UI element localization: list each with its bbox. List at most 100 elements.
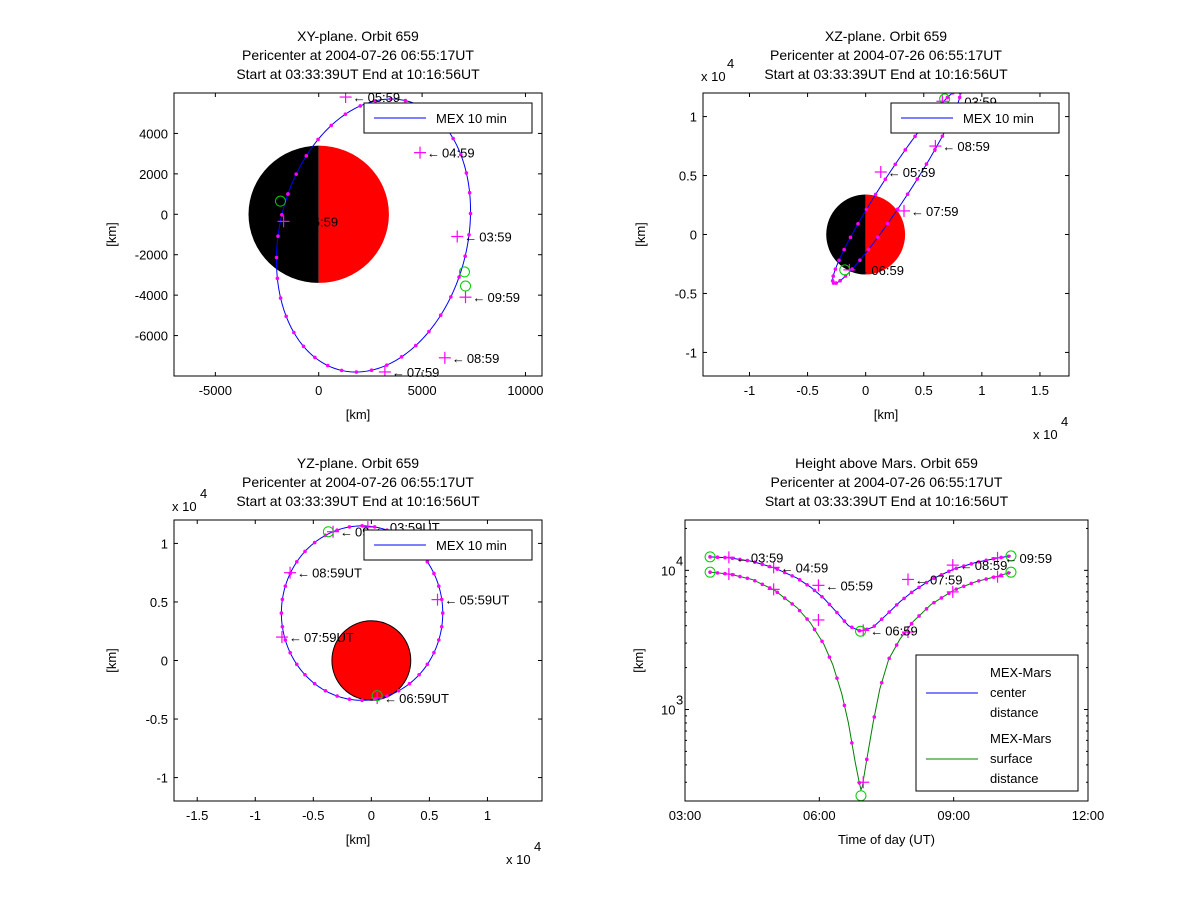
hour-mark (857, 624, 870, 637)
chart-title: Start at 03:33:39UT End at 10:16:56UT (764, 66, 1008, 82)
x-tick-label: 5000 (408, 383, 437, 398)
series-sample-dot (715, 571, 720, 575)
orbit-sample-dot (316, 137, 320, 142)
plot-area (704, 550, 1017, 801)
series-sample-dot (745, 558, 750, 563)
orbit-sample-dot (413, 343, 418, 348)
legend-label: distance (990, 705, 1038, 720)
orbit-sample-dot (329, 123, 334, 128)
y-tick-power: 3 (676, 692, 683, 707)
orbit-sample-dot (903, 148, 908, 152)
orbit-sample-dot (280, 597, 285, 602)
y-exponent: x 10 (701, 69, 726, 84)
orbit-sample-dot (463, 254, 467, 259)
orbit-sample-dot (335, 694, 339, 698)
orbit-sample-dot (895, 207, 900, 212)
legend: MEX 10 min (890, 102, 1060, 134)
orbit-sample-dot (276, 234, 280, 238)
hour-label: 03:59 (479, 230, 512, 245)
orbit-sample-dot (279, 611, 284, 615)
orbit-sample-dot (312, 681, 317, 686)
series-sample-dot (812, 588, 817, 593)
x-tick-label: 0.5 (915, 383, 933, 398)
chart-title: Pericenter at 2004-07-26 06:55:17UT (771, 474, 1003, 490)
legend-label: MEX 10 min (436, 538, 507, 553)
y-tick-label: 0 (161, 654, 168, 669)
x-tick-label: -1 (744, 383, 756, 398)
hour-arrow: ← (960, 558, 973, 573)
orbit-sample-dot (866, 247, 871, 252)
hour-mark (991, 551, 1004, 564)
hour-label: 06:59UT (399, 691, 449, 706)
hour-label: 09:59 (488, 290, 521, 305)
series-sample-dot (797, 608, 802, 613)
series-sample-dot (902, 596, 906, 601)
series-sample-dot (805, 582, 809, 587)
orbit-sample-dot (439, 624, 444, 629)
chart-title: XZ-plane. Orbit 659 (825, 28, 947, 44)
hour-arrow: ← (888, 165, 901, 180)
legend-label: center (990, 685, 1027, 700)
panel-height: Height above Mars. Orbit 659 Pericenter a… (631, 455, 1104, 847)
event-marker (855, 790, 867, 801)
y-tick-label: 4000 (139, 126, 168, 141)
hour-arrow: ← (1005, 551, 1018, 566)
hour-label: 07:59 (926, 204, 959, 219)
chart-title: Pericenter at 2004-07-26 06:55:17UT (242, 47, 474, 63)
hour-label: 05:59 (840, 578, 873, 593)
series-sample-dot (782, 596, 787, 600)
x-tick-label: 10000 (507, 383, 543, 398)
orbit-sample-dot (432, 571, 436, 576)
orbit-sample-dot (347, 697, 352, 702)
x-tick-label: -1 (249, 808, 261, 823)
y-tick-label: -1 (685, 345, 697, 360)
legend-label: MEX 10 min (436, 111, 507, 126)
hour-label: 08:59 (975, 558, 1008, 573)
orbit-sample-dot (373, 99, 378, 103)
chart-title: Pericenter at 2004-07-26 06:55:17UT (770, 47, 1002, 63)
series-sample-dot (827, 602, 832, 607)
orbit-sample-dot (335, 528, 339, 532)
hour-mark (284, 566, 297, 579)
series-sample-dot (924, 580, 929, 585)
orbit-sample-dot (360, 698, 364, 703)
hour-mark (438, 351, 451, 364)
orbit-sample-dot (280, 213, 284, 217)
orbit-sample-dot (388, 97, 393, 101)
x-exponent: x 10 (506, 852, 531, 867)
y-tick-label: -2000 (135, 248, 168, 263)
orbit-sample-dot (275, 276, 280, 281)
hour-arrow: ← (856, 263, 869, 278)
hour-label: 06:59 (885, 623, 918, 638)
series-sample-dot (775, 590, 780, 595)
series-sample-dot (812, 627, 817, 632)
orbit-sample-dot (312, 540, 317, 545)
panel-yz: YZ-plane. Orbit 659 Pericenter at 2004-07… (104, 455, 543, 867)
orbit-sample-dot (284, 314, 288, 319)
mars-day-side (318, 145, 389, 283)
hour-mark (275, 631, 288, 644)
y-tick-label: 10 (661, 563, 675, 578)
chart-title: Start at 03:33:39UT End at 10:16:56UT (765, 493, 1009, 509)
hour-arrow: ← (452, 351, 465, 366)
series-sample-dot (879, 617, 884, 621)
legend-label: surface (990, 751, 1033, 766)
event-marker (460, 280, 472, 292)
hour-mark (451, 230, 464, 243)
orbit-sample-dot (292, 330, 296, 335)
y-exponent: x 10 (172, 499, 197, 514)
orbit-sample-dot (343, 112, 348, 116)
orbit-sample-dot (885, 221, 890, 226)
y-tick-label: -0.5 (146, 712, 168, 727)
panel-xz: XZ-plane. Orbit 659 Pericenter at 2004-07… (633, 28, 1070, 442)
series-sample-dot (1006, 571, 1011, 575)
hour-arrow: ← (915, 572, 928, 587)
hour-arrow: ← (473, 290, 486, 305)
series-sample-dot (939, 596, 944, 600)
event-marker (839, 264, 851, 276)
orbit-sample-dot (427, 329, 431, 334)
hour-arrow: ← (340, 525, 353, 540)
orbit-sample-dot (417, 672, 421, 677)
hour-arrow: ← (870, 623, 883, 638)
series-sample-dot (969, 581, 974, 586)
